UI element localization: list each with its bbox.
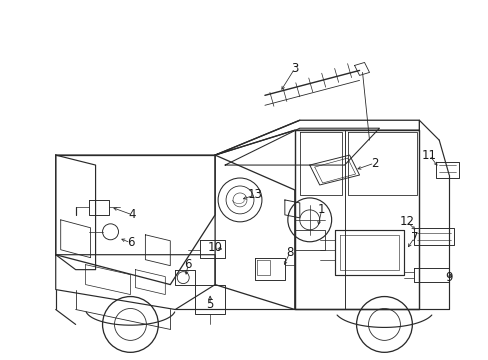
Text: 5: 5 xyxy=(206,298,213,311)
Text: 7: 7 xyxy=(410,231,417,244)
Text: 6: 6 xyxy=(184,258,192,271)
Text: 1: 1 xyxy=(317,203,325,216)
Text: 12: 12 xyxy=(399,215,414,228)
Text: 2: 2 xyxy=(370,157,378,170)
Text: 8: 8 xyxy=(285,246,293,259)
Text: 4: 4 xyxy=(128,208,136,221)
Text: 10: 10 xyxy=(207,241,222,254)
Text: 9: 9 xyxy=(445,271,452,284)
Text: 11: 11 xyxy=(421,149,436,162)
Text: 3: 3 xyxy=(290,62,298,75)
Text: 13: 13 xyxy=(247,188,262,202)
Text: 6: 6 xyxy=(126,236,134,249)
